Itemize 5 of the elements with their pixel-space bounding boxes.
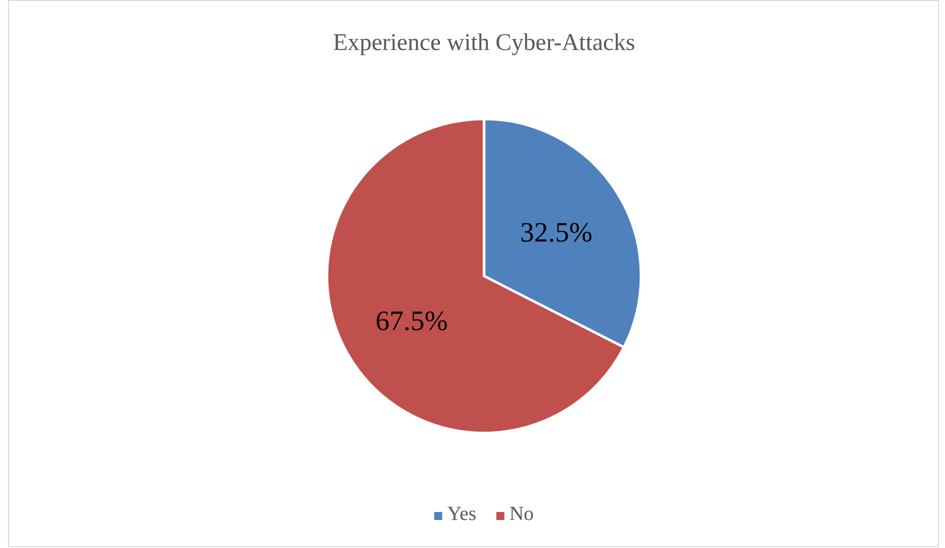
chart-title: Experience with Cyber-Attacks <box>332 30 636 56</box>
legend-label: Yes <box>447 503 477 525</box>
data-label: 32.5% <box>520 218 592 249</box>
legend-label: No <box>509 503 534 525</box>
data-label: 67.5% <box>376 306 448 338</box>
